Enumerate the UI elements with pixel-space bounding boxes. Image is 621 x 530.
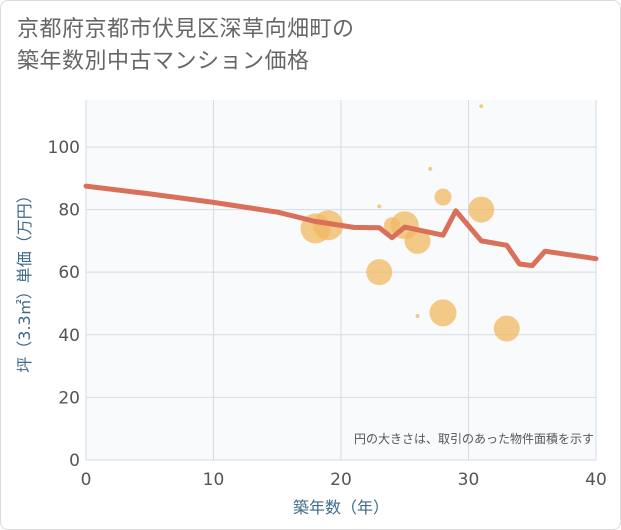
trend-line bbox=[83, 183, 599, 269]
x-tick-label: 10 bbox=[203, 470, 225, 490]
bubble-point bbox=[493, 315, 520, 342]
x-tick-label: 30 bbox=[458, 470, 480, 490]
bubble-point bbox=[415, 314, 420, 318]
bubble-point bbox=[428, 166, 433, 171]
y-tick-label: 100 bbox=[48, 138, 80, 158]
chart-title-line2: 築年数別中古マンション価格 bbox=[17, 49, 310, 74]
y-tick-labels: 0 20 40 60 80 100 bbox=[48, 138, 80, 471]
chart-title-line1: 京都府京都市伏見区深草向畑町の bbox=[17, 17, 355, 42]
bubble-point bbox=[404, 227, 431, 254]
x-tick-labels: 0 10 20 30 40 bbox=[81, 470, 607, 490]
x-tick-label: 0 bbox=[81, 470, 92, 490]
bubble-point bbox=[434, 188, 452, 206]
x-axis-label: 築年数（年） bbox=[293, 498, 389, 517]
y-axis-label: 坪（3.3㎡）単価（万円） bbox=[15, 187, 34, 372]
bubble-size-note: 円の大きさは、取引のあった物件面積を示す bbox=[354, 431, 594, 446]
bubble-point bbox=[377, 204, 382, 209]
bubble-point bbox=[429, 299, 457, 327]
bubble-point bbox=[479, 104, 484, 109]
gridlines bbox=[85, 100, 597, 461]
bubble-point bbox=[468, 196, 495, 223]
y-tick-label: 0 bbox=[69, 451, 80, 471]
bubble-point bbox=[366, 259, 393, 286]
x-tick-label: 20 bbox=[330, 470, 352, 490]
x-tick-label: 40 bbox=[585, 470, 607, 490]
y-tick-label: 80 bbox=[58, 201, 80, 221]
y-tick-label: 20 bbox=[58, 388, 80, 408]
y-tick-label: 60 bbox=[58, 263, 80, 283]
y-tick-label: 40 bbox=[58, 326, 80, 346]
chart-title: 京都府京都市伏見区深草向畑町の 築年数別中古マンション価格 bbox=[17, 14, 355, 78]
